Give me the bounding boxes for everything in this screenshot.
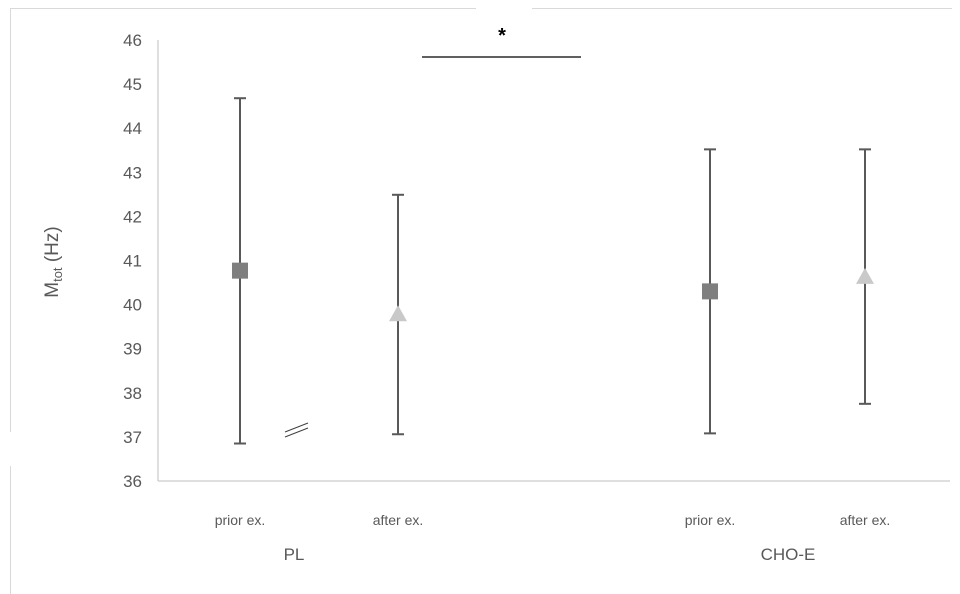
y-tick-label: 44 (123, 119, 142, 138)
frame-border-left-upper (10, 8, 11, 432)
data-point-triangle (389, 305, 407, 322)
y-tick-label: 40 (123, 296, 142, 315)
group-label: PL (284, 545, 305, 564)
y-axis-title: Mtot (Hz) (42, 226, 65, 297)
group-label: CHO-E (761, 545, 816, 564)
error-bars (234, 97, 871, 445)
y-tick-label: 41 (123, 252, 142, 271)
frame-border-top-right (532, 8, 952, 9)
y-tick-labels: 36 37 38 39 40 41 42 43 44 45 46 (123, 31, 142, 491)
category-label: after ex. (840, 512, 891, 528)
y-tick-label: 39 (123, 340, 142, 359)
y-tick-label: 36 (123, 472, 142, 491)
data-point-square (232, 262, 248, 279)
y-tick-label: 37 (123, 428, 142, 447)
category-label: prior ex. (685, 512, 736, 528)
data-markers (232, 262, 874, 322)
y-tick-label: 46 (123, 31, 142, 50)
y-tick-label: 43 (123, 163, 142, 182)
category-labels: prior ex. after ex. prior ex. after ex. (215, 512, 891, 528)
y-tick-label: 45 (123, 75, 142, 94)
category-label: after ex. (373, 512, 424, 528)
frame-border-top-left (10, 8, 476, 9)
y-tick-label: 42 (123, 207, 142, 226)
data-point-triangle (856, 267, 874, 284)
significance-asterisk: * (498, 25, 506, 47)
category-label: prior ex. (215, 512, 266, 528)
axis-break-mark (284, 422, 309, 438)
data-point-square (702, 283, 718, 300)
group-labels: PL CHO-E (284, 545, 816, 564)
frame-border-left-lower (10, 466, 11, 594)
y-tick-label: 38 (123, 384, 142, 403)
